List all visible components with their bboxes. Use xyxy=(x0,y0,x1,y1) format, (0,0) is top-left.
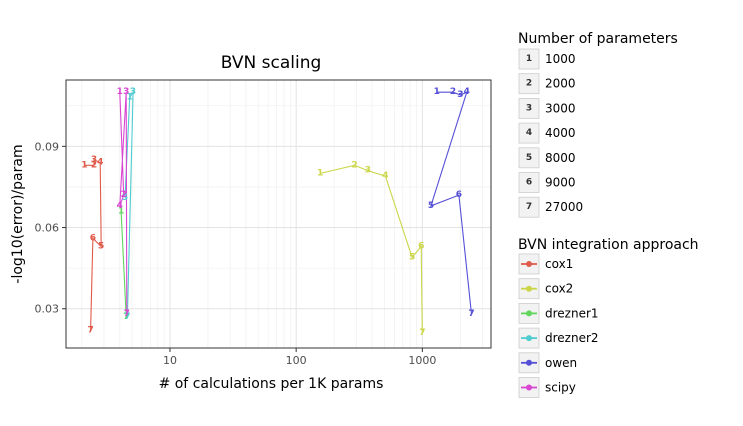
legend-param-label: 27000 xyxy=(545,200,583,214)
point-owen-6: 6 xyxy=(456,190,462,200)
series-line-drezner1 xyxy=(120,211,127,317)
x-axis-ticks: 10 100 1000 xyxy=(163,348,436,367)
point-scipy-2: 2 xyxy=(121,190,127,200)
legend-param-code: 2 xyxy=(526,79,532,89)
y-axis-ticks: 0.03 0.06 0.09 xyxy=(35,140,66,316)
point-scipy-3: 3 xyxy=(123,87,129,97)
legend-param-code: 3 xyxy=(526,103,532,113)
point-scipy-1: 1 xyxy=(117,87,123,97)
legend-param-title: Number of parameters xyxy=(518,31,678,47)
x-tick-label: 1000 xyxy=(408,354,436,367)
legend-param-code: 6 xyxy=(526,178,532,188)
point-drezner2-1: 1 xyxy=(127,93,133,103)
legend-method-label: cox2 xyxy=(545,282,573,296)
legend-method-title: BVN integration approach xyxy=(518,237,699,253)
legend-method-dot xyxy=(526,359,532,366)
point-cox1-1: 1 xyxy=(81,160,87,170)
series-line-owen xyxy=(430,91,473,315)
legend-method-dot xyxy=(526,335,532,342)
y-tick-label: 0.03 xyxy=(35,303,60,316)
point-cox2-2: 2 xyxy=(351,160,357,170)
point-drezner2-3: 3 xyxy=(130,87,136,97)
point-owen-4: 4 xyxy=(464,87,470,97)
legend-method-label: cox1 xyxy=(545,257,573,271)
plot-border xyxy=(65,79,492,349)
legend-method-label: drezner1 xyxy=(545,306,599,320)
point-cox2-3: 3 xyxy=(365,166,371,176)
point-drezner2-5: 5 xyxy=(122,193,128,203)
point-cox1-3: 3 xyxy=(91,155,97,165)
legend-param-label: 4000 xyxy=(545,126,576,140)
legend-method-dot xyxy=(526,261,532,267)
point-cox2-7: 7 xyxy=(419,328,425,338)
legend-param-key xyxy=(518,73,540,95)
legend-method-label: scipy xyxy=(545,381,576,395)
point-drezner2-7: 7 xyxy=(124,312,130,322)
point-cox2-5: 5 xyxy=(409,252,415,262)
legend-param-key xyxy=(518,122,540,144)
point-cox1-5: 5 xyxy=(98,241,104,251)
legend-param-label: 9000 xyxy=(545,176,576,190)
legend-param-key xyxy=(518,147,540,169)
point-owen-5: 5 xyxy=(428,201,434,211)
legend-param-label: 1000 xyxy=(545,52,576,66)
legend-param-key xyxy=(518,48,540,70)
legend-param-code: 1 xyxy=(526,54,532,64)
point-scipy-4: 4 xyxy=(117,201,123,211)
x-axis-label: # of calculations per 1K params xyxy=(159,376,384,392)
legend-param-code: 7 xyxy=(526,202,532,212)
point-cox1-4: 4 xyxy=(97,158,103,168)
point-owen-7: 7 xyxy=(468,309,474,319)
legend-method-dot xyxy=(526,310,532,317)
legend-param-label: 8000 xyxy=(545,151,576,165)
series-line-cox1 xyxy=(84,159,102,331)
point-cox2-4: 4 xyxy=(382,171,388,181)
x-tick-label: 10 xyxy=(163,354,177,367)
series-line-cox2 xyxy=(320,164,423,334)
legend-method-label: owen xyxy=(545,356,577,370)
y-tick-label: 0.09 xyxy=(35,140,60,153)
legend-param-key xyxy=(518,196,540,218)
point-cox1-7: 7 xyxy=(87,325,93,335)
legend-param-code: 5 xyxy=(526,153,532,163)
y-tick-label: 0.06 xyxy=(35,222,60,235)
point-scipy-7: 7 xyxy=(124,309,130,319)
point-owen-1: 1 xyxy=(434,87,440,97)
legend-param-label: 3000 xyxy=(545,101,576,115)
point-cox2-6: 6 xyxy=(418,241,424,251)
series-line-drezner2 xyxy=(124,90,134,317)
point-cox1-2: 2 xyxy=(91,160,97,170)
x-tick-label: 100 xyxy=(286,354,307,367)
legend-param-code: 4 xyxy=(526,128,532,138)
legend-params: 1 1000 2 2000 3 3000 4 4000 5 8000 6 9000 7 27000 xyxy=(518,48,583,218)
legend-method-label: drezner2 xyxy=(545,331,599,345)
point-drezner1-1: 1 xyxy=(118,206,124,216)
series-line-scipy xyxy=(119,92,128,315)
legend-param-key xyxy=(518,98,540,119)
point-cox2-1: 1 xyxy=(317,168,323,178)
point-drezner1-7: 7 xyxy=(123,312,129,322)
point-owen-3: 3 xyxy=(457,90,463,100)
series-lines xyxy=(84,90,473,334)
grid xyxy=(66,80,491,348)
legend-param-label: 2000 xyxy=(545,77,576,91)
legend-method-dot xyxy=(526,285,532,292)
point-owen-2: 2 xyxy=(450,87,456,97)
legend-methods: cox1 cox2 drezner1 drezner2 owen scipy xyxy=(518,253,599,398)
plot-panel xyxy=(66,80,491,348)
chart-title: BVN scaling xyxy=(221,53,322,73)
point-cox1-6: 6 xyxy=(90,233,96,243)
legend-method-dot xyxy=(526,384,532,391)
legend-param-key xyxy=(518,172,540,193)
y-axis-label: -log10(error)/param xyxy=(10,144,26,283)
